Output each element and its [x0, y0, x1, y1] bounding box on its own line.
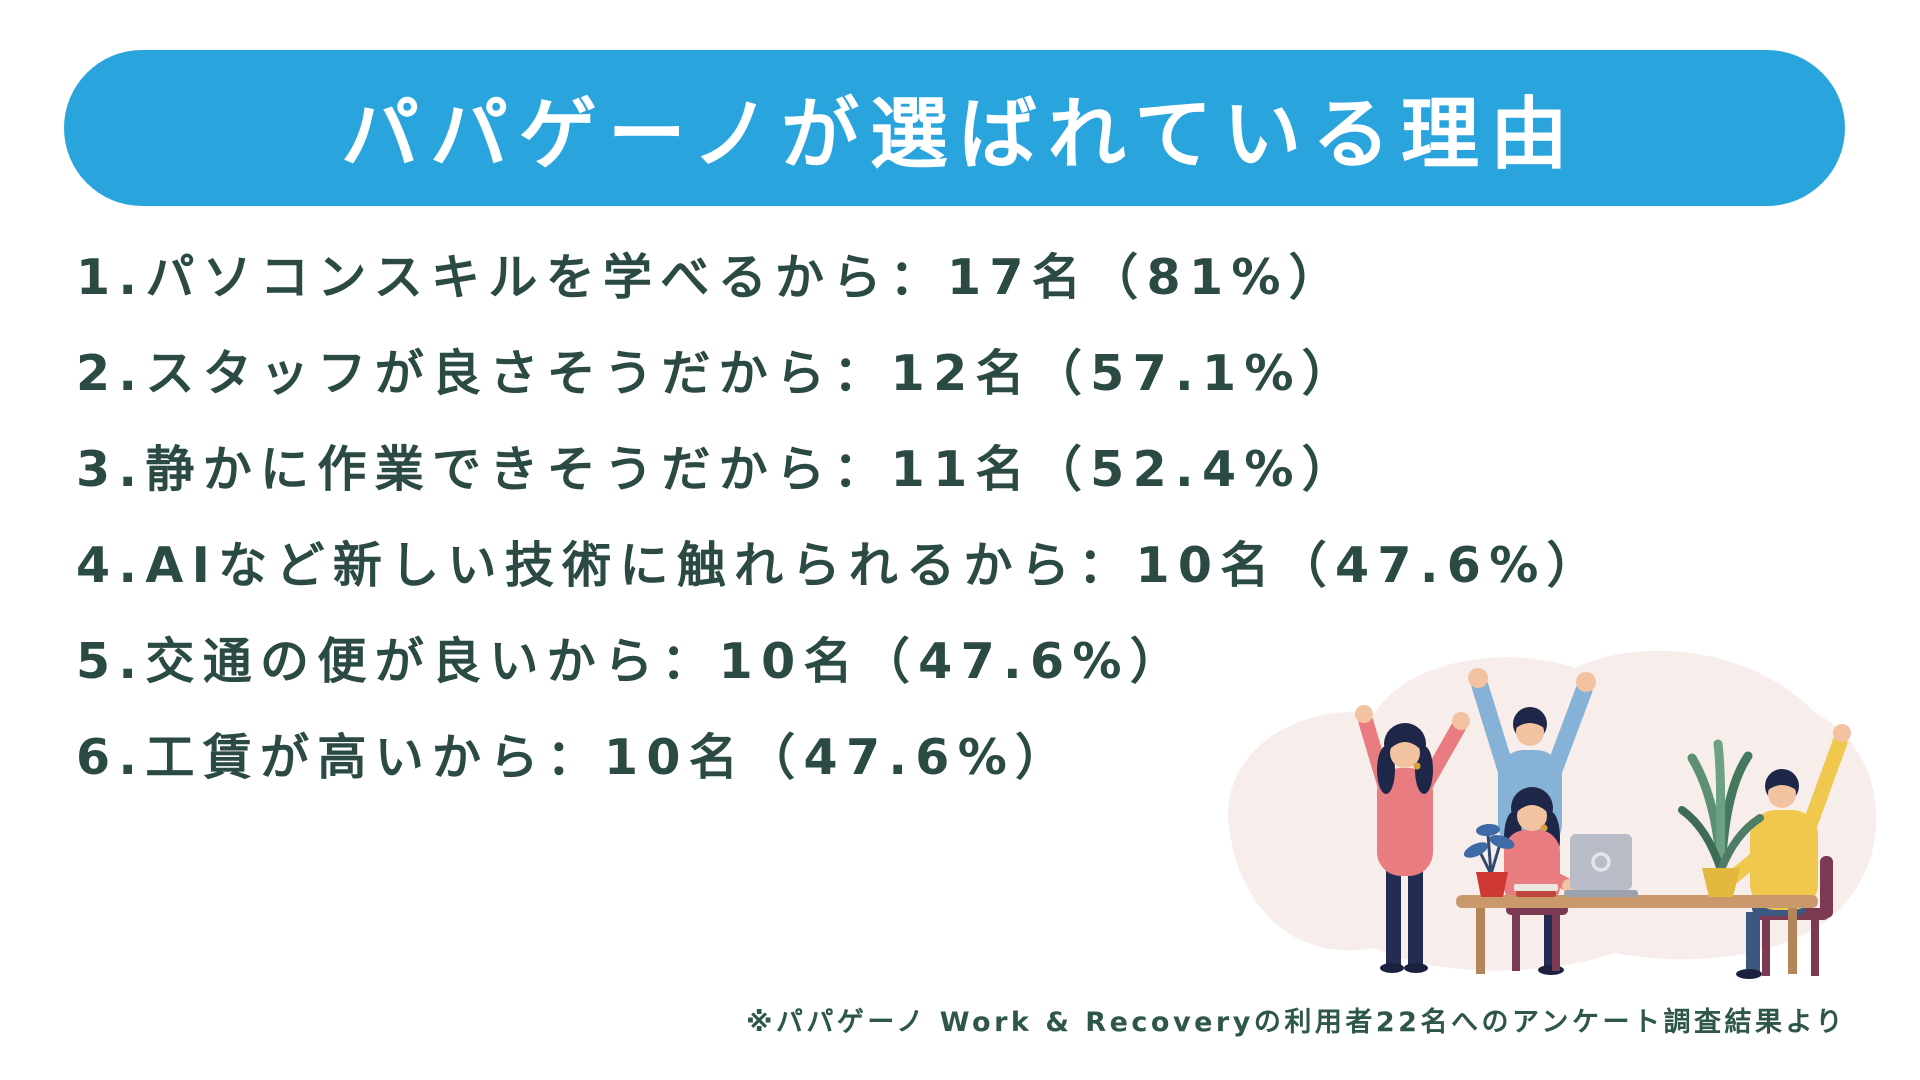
- woman-standing: [1355, 705, 1470, 973]
- team-celebration-illustration: [1228, 650, 1877, 979]
- title-banner: パパゲーノが選ばれている理由: [64, 50, 1845, 206]
- desk: [1456, 895, 1818, 974]
- list-item: 2.スタッフが良さそうだから：12名（57.1%）: [76, 345, 1360, 402]
- books: [1514, 884, 1558, 897]
- list-item: 5.交通の便が良いから：10名（47.6%）: [76, 633, 1188, 690]
- reasons-list: 1.パソコンスキルを学べるから：17名（81%） 2.スタッフが良さそうだから：…: [76, 230, 1604, 806]
- list-item: 1.パソコンスキルを学べるから：17名（81%）: [76, 249, 1347, 306]
- man-yellow: [1713, 724, 1851, 979]
- laptop: [1564, 834, 1638, 897]
- list-item: 4.AIなど新しい技術に触れられるから：10名（47.6%）: [76, 537, 1604, 594]
- list-item: 6.工賃が高いから：10名（47.6%）: [76, 729, 1073, 786]
- footnote: ※パパゲーノ Work & Recoveryの利用者22名へのアンケート調査結果…: [746, 1007, 1846, 1038]
- green-plant: [1678, 739, 1764, 897]
- page-title: パパゲーノが選ばれている理由: [341, 90, 1579, 180]
- blue-plant: [1463, 823, 1515, 897]
- list-item: 3.静かに作業できそうだから：11名（52.4%）: [76, 441, 1360, 498]
